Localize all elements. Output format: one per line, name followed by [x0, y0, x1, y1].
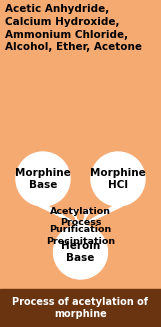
- Text: Process of acetylation of
morphine: Process of acetylation of morphine: [13, 297, 148, 319]
- Circle shape: [16, 152, 70, 206]
- Bar: [0, 289, 161, 327]
- Text: Precipitation: Precipitation: [46, 237, 115, 247]
- Text: Acetic Anhydride,
Calcium Hydroxide,
Ammonium Chloride,
Alcohol, Ether, Acetone: Acetic Anhydride, Calcium Hydroxide, Amm…: [5, 4, 142, 52]
- Circle shape: [91, 152, 145, 206]
- Text: Purification: Purification: [49, 226, 112, 234]
- Text: Heroin
Base: Heroin Base: [61, 241, 100, 263]
- Text: Acetylation
Process: Acetylation Process: [50, 207, 111, 227]
- Polygon shape: [84, 206, 123, 224]
- Text: Morphine
HCl: Morphine HCl: [90, 168, 146, 190]
- Polygon shape: [38, 206, 77, 224]
- Text: Morphine
Base: Morphine Base: [15, 168, 71, 190]
- Polygon shape: [70, 210, 91, 224]
- Circle shape: [53, 225, 108, 279]
